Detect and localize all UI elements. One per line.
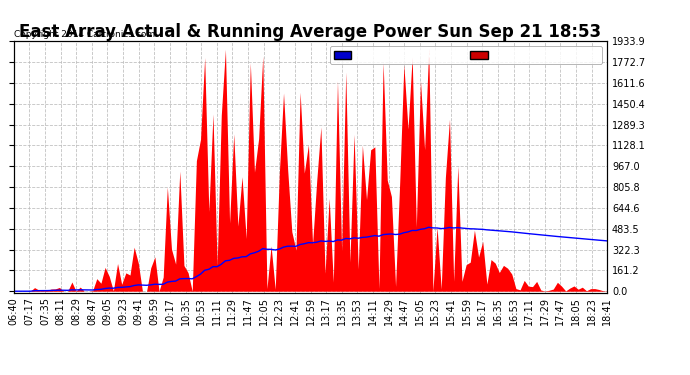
Legend: Average (DC Watts), East Array (DC Watts): Average (DC Watts), East Array (DC Watts… xyxy=(330,46,602,64)
Title: East Array Actual & Running Average Power Sun Sep 21 18:53: East Array Actual & Running Average Powe… xyxy=(19,23,602,41)
Text: Copyright 2014 Cartronics.com: Copyright 2014 Cartronics.com xyxy=(14,30,155,39)
